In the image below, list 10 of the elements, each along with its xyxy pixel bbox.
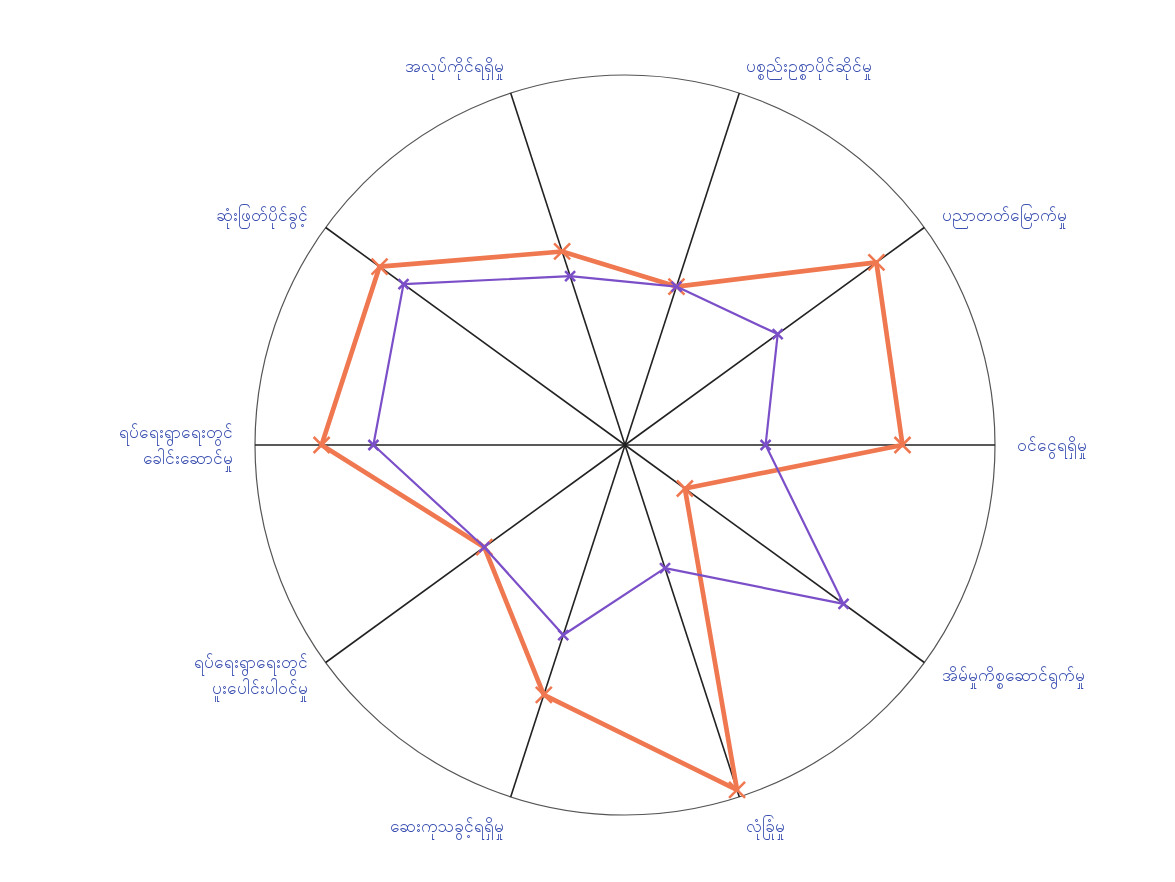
spoke-label: ပစ္စည်းဥစ္စာပိုင်ဆိုင်မှု <box>746 56 873 81</box>
spoke-label: ဆေးကုသခွင့်ရရှိမှု <box>389 815 504 840</box>
spoke-label: လုံခြုံမှု <box>746 814 786 840</box>
spoke-label: ဝင်ငွေရရှိမှု <box>1017 435 1087 459</box>
spoke-label: ရပ်ရေးရွာရေးတွင် ပူးပေါင်းပါဝင်မှု <box>193 652 308 703</box>
spoke-label: ပညာတတ်မြောက်မှု <box>942 203 1068 229</box>
spoke-label: ရပ်ရေးရွာရေးတွင် ခေါင်းဆောင်မှု <box>119 422 233 472</box>
spoke-label: အိမ်မှုကိစ္စဆောင်ရွက်မှု <box>942 665 1086 690</box>
spoke-label: အလုပ်ကိုင်ရရှိမှု <box>404 56 504 81</box>
spoke-label: ဆုံးဖြတ်ပိုင်ခွင့် <box>215 203 308 229</box>
